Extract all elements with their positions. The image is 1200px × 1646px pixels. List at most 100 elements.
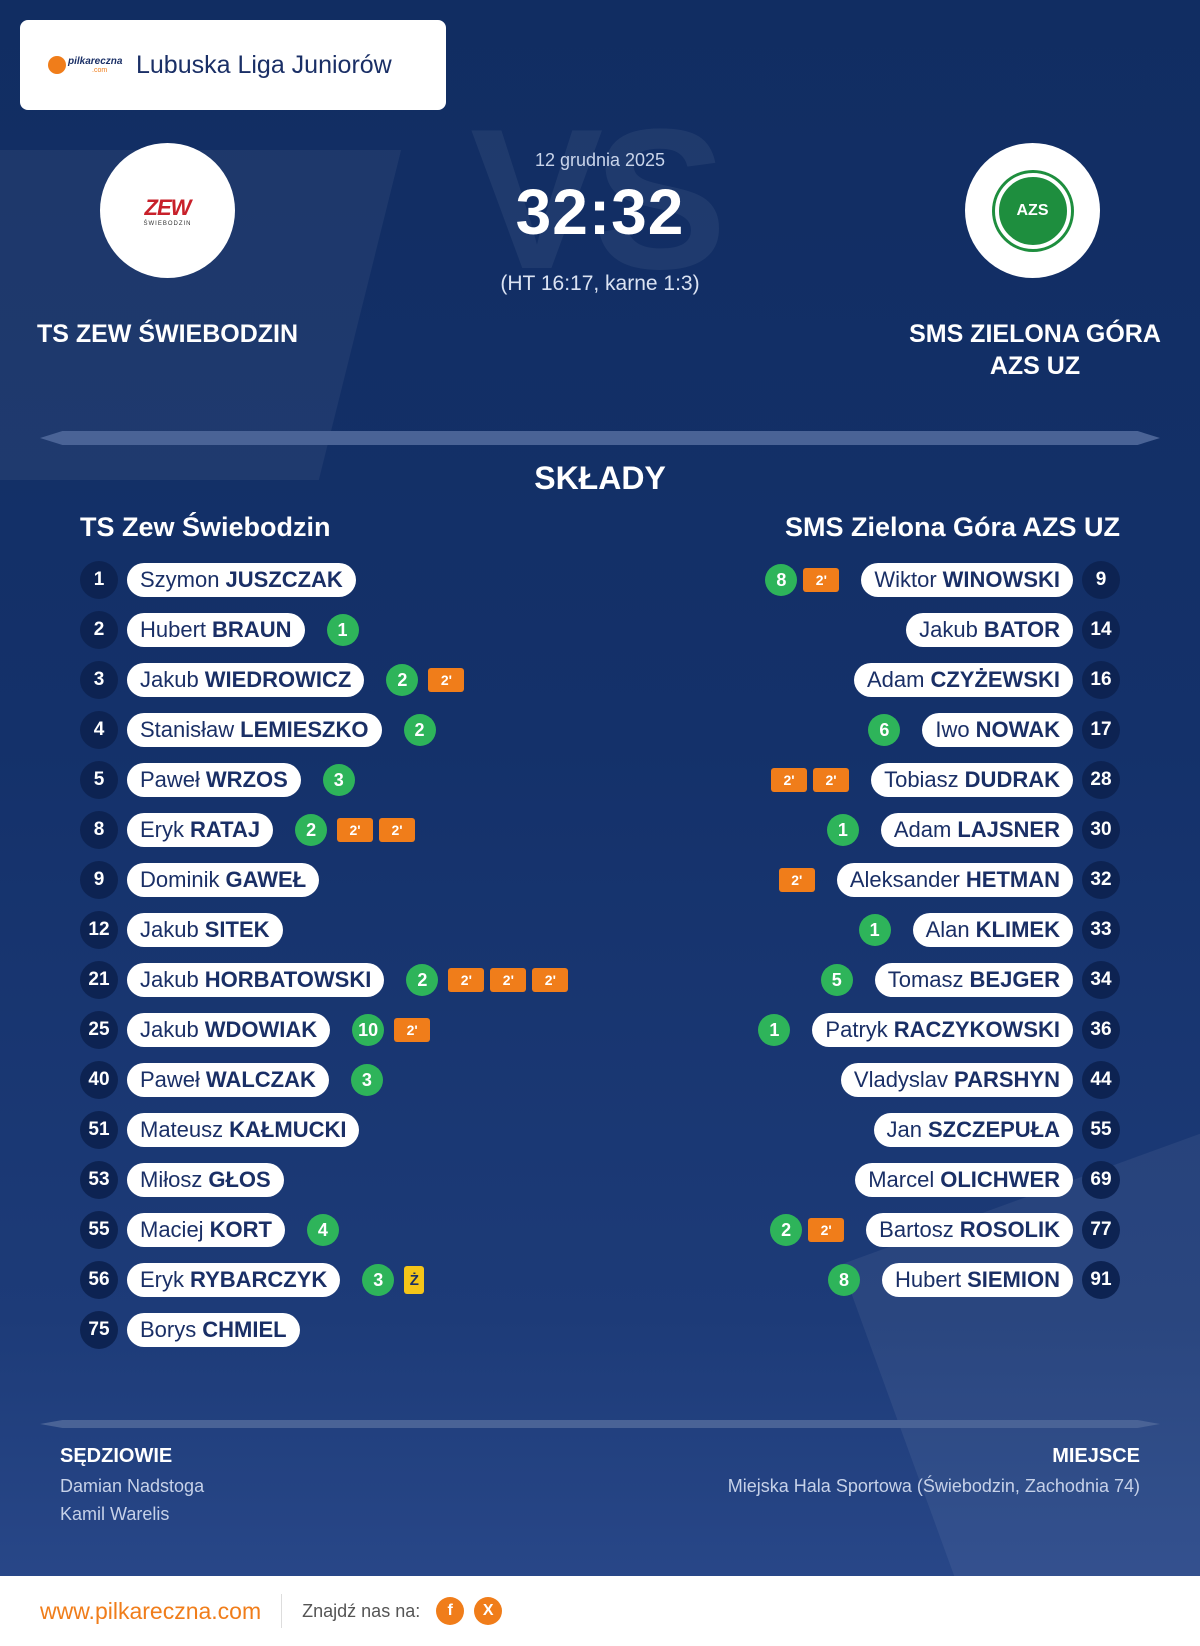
home-logo-text: ZEW (144, 194, 192, 220)
player-last-name: WINOWSKI (942, 567, 1060, 592)
shirt-number: 17 (1082, 711, 1120, 749)
shirt-number: 8 (80, 811, 118, 849)
player-name[interactable]: Vladyslav PARSHYN (840, 1063, 1073, 1097)
shirt-number: 34 (1082, 961, 1120, 999)
home-team-logo: ZEW ŚWIEBODZIN (100, 143, 235, 278)
shirt-number: 53 (80, 1161, 118, 1199)
player-name[interactable]: Hubert BRAUN (127, 613, 305, 647)
player-name[interactable]: Jakub BATOR (906, 613, 1073, 647)
player-last-name: WIEDROWICZ (204, 667, 352, 692)
player-first-name: Eryk (140, 817, 184, 842)
player-name[interactable]: Iwo NOWAK (922, 713, 1073, 747)
home-lineup: 1 Szymon JUSZCZAK 2 Hubert BRAUN 1 3 Jakub WIEDRO… (80, 555, 620, 1355)
player-name[interactable]: Eryk RATAJ (127, 813, 274, 847)
shirt-number: 2 (80, 611, 118, 649)
league-header[interactable]: pilkareczna .com Lubuska Liga Juniorów (20, 20, 446, 110)
player-last-name: WALCZAK (205, 1067, 316, 1092)
two-minute-penalty-badge: 2' (448, 968, 485, 992)
player-stats: 2 2' (770, 1214, 845, 1246)
shirt-number: 32 (1082, 861, 1120, 899)
player-last-name: SZCZEPUŁA (928, 1117, 1060, 1142)
player-name[interactable]: Eryk RYBARCZYK (127, 1263, 341, 1297)
goals-badge: 1 (858, 914, 891, 946)
player-row: 1 Szymon JUSZCZAK (80, 555, 620, 605)
logo-text: pilkareczna (68, 56, 123, 67)
player-name[interactable]: Alan KLIMEK (912, 913, 1073, 947)
player-name[interactable]: Jakub HORBATOWSKI (127, 963, 385, 997)
divider (40, 1420, 1160, 1428)
player-name[interactable]: Jakub WDOWIAK (127, 1013, 331, 1047)
player-name[interactable]: Hubert SIEMION (882, 1263, 1073, 1297)
player-name[interactable]: Paweł WALCZAK (127, 1063, 329, 1097)
player-last-name: DUDRAK (964, 767, 1060, 792)
player-name[interactable]: Tomasz BEJGER (874, 963, 1073, 997)
player-name[interactable]: Adam CZYŻEWSKI (853, 663, 1073, 697)
shirt-number: 40 (80, 1061, 118, 1099)
player-stats: 2 2' 2' 2' (406, 964, 574, 996)
player-first-name: Maciej (140, 1217, 204, 1242)
shirt-number: 55 (80, 1211, 118, 1249)
player-row: 1 Alan KLIMEK 33 (580, 905, 1120, 955)
player-name[interactable]: Bartosz ROSOLIK (866, 1213, 1073, 1247)
two-minute-penalty-badge: 2' (808, 1218, 845, 1242)
website-link[interactable]: www.pilkareczna.com (40, 1597, 262, 1624)
player-first-name: Vladyslav (853, 1067, 949, 1092)
two-minute-penalty-badge: 2' (337, 818, 374, 842)
player-stats: 8 2' (765, 564, 840, 596)
shirt-number: 14 (1082, 611, 1120, 649)
player-last-name: PARSHYN (954, 1067, 1060, 1092)
player-stats: 2 2' (386, 664, 470, 696)
player-name[interactable]: Borys CHMIEL (127, 1313, 300, 1347)
player-name[interactable]: Szymon JUSZCZAK (127, 563, 356, 597)
facebook-icon[interactable]: f (436, 1597, 465, 1625)
player-name[interactable]: Mateusz KAŁMUCKI (127, 1113, 360, 1147)
shirt-number: 56 (80, 1261, 118, 1299)
player-name[interactable]: Maciej KORT (127, 1213, 285, 1247)
x-icon[interactable]: X (474, 1597, 503, 1625)
player-first-name: Jan (886, 1117, 922, 1142)
player-last-name: SITEK (204, 917, 270, 942)
player-first-name: Szymon (140, 567, 220, 592)
match-date: 12 grudnia 2025 (534, 150, 666, 170)
player-name[interactable]: Jakub WIEDROWICZ (127, 663, 365, 697)
player-name[interactable]: Paweł WRZOS (127, 763, 301, 797)
home-team-name: TS ZEW ŚWIEBODZIN (36, 320, 299, 348)
player-name[interactable]: Stanisław LEMIESZKO (127, 713, 382, 747)
goals-badge: 4 (306, 1214, 339, 1246)
section-title: SKŁADY (534, 460, 666, 496)
player-last-name: GAWEŁ (225, 867, 307, 892)
player-first-name: Jakub (140, 667, 199, 692)
player-last-name: CZYŻEWSKI (930, 667, 1060, 692)
player-row: 4 Stanisław LEMIESZKO 2 (80, 705, 620, 755)
footer-separator (281, 1594, 283, 1628)
player-last-name: RYBARCZYK (190, 1267, 328, 1292)
player-name[interactable]: Dominik GAWEŁ (127, 863, 320, 897)
player-stats: 3 (322, 764, 365, 796)
player-stats: 1 (758, 1014, 791, 1046)
goals-badge: 3 (322, 764, 355, 796)
player-name[interactable]: Marcel OLICHWER (855, 1163, 1073, 1197)
shirt-number: 51 (80, 1111, 118, 1149)
player-name[interactable]: Patryk RACZYKOWSKI (812, 1013, 1073, 1047)
player-stats: 2' (778, 868, 815, 892)
player-name[interactable]: Jakub SITEK (127, 913, 283, 947)
player-name[interactable]: Miłosz GŁOS (127, 1163, 284, 1197)
player-name[interactable]: Tobiasz DUDRAK (871, 763, 1073, 797)
venue-title: MIEJSCE (1052, 1445, 1140, 1467)
player-last-name: WRZOS (205, 767, 288, 792)
player-name[interactable]: Adam LAJSNER (880, 813, 1073, 847)
player-first-name: Paweł (140, 1067, 200, 1092)
player-name[interactable]: Jan SZCZEPUŁA (873, 1113, 1073, 1147)
player-row: 8 Eryk RATAJ 2 2' 2' (80, 805, 620, 855)
shirt-number: 91 (1082, 1261, 1120, 1299)
player-row: 40 Paweł WALCZAK 3 (80, 1055, 620, 1105)
away-lineup: 8 2' Wiktor WINOWSKI 9 Jakub BATOR 14 Adam CZYŻEW… (580, 555, 1120, 1305)
player-last-name: BEJGER (969, 967, 1060, 992)
player-name[interactable]: Wiktor WINOWSKI (861, 563, 1073, 597)
player-row: Jan SZCZEPUŁA 55 (580, 1105, 1120, 1155)
player-stats: 1 (826, 814, 859, 846)
player-row: 2' Aleksander HETMAN 32 (580, 855, 1120, 905)
player-name[interactable]: Aleksander HETMAN (836, 863, 1073, 897)
goals-badge: 10 (352, 1014, 385, 1046)
